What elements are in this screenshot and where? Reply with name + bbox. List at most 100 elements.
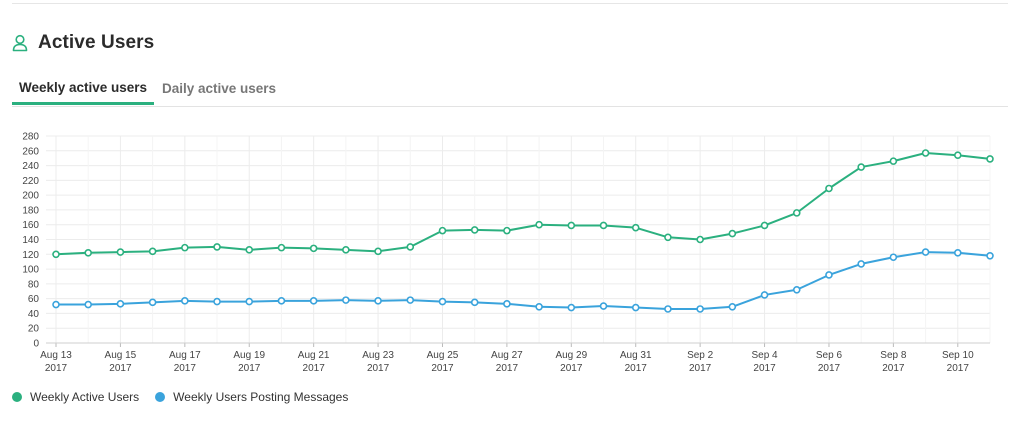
data-point <box>52 250 60 259</box>
tab-weekly-active-users[interactable]: Weekly active users <box>12 72 154 105</box>
data-point <box>181 297 189 305</box>
x-tick-label: Sep 2 <box>687 350 714 361</box>
x-tick-label: Aug 25 <box>427 350 459 361</box>
x-tick-label: 2017 <box>560 363 583 374</box>
data-point <box>535 302 543 311</box>
data-point <box>148 298 157 307</box>
legend-dot-blue <box>155 392 166 402</box>
data-point <box>664 305 672 313</box>
x-tick-label: Sep 6 <box>816 350 843 361</box>
legend-label: Weekly Users Posting Messages <box>173 390 349 404</box>
x-tick-label: 2017 <box>109 363 132 374</box>
chart-svg: 0 20 40 60 80 100 120 140 160 180 200 220 240 260 280 A… <box>22 132 994 374</box>
y-tick-label: 200 <box>22 191 39 202</box>
x-tick-label: 2017 <box>818 363 841 374</box>
x-tick-label: Aug 17 <box>169 350 201 361</box>
x-tick-label: Sep 4 <box>751 350 778 361</box>
data-point <box>825 271 833 279</box>
data-point <box>986 251 994 260</box>
x-tick-label: Sep 10 <box>942 350 974 361</box>
data-point <box>567 303 576 312</box>
y-tick-label: 120 <box>22 250 39 261</box>
data-point <box>760 221 769 230</box>
data-point <box>470 298 479 307</box>
data-point <box>309 297 318 305</box>
data-point <box>889 157 898 165</box>
data-point <box>213 243 221 251</box>
tab-daily-active-users[interactable]: Daily active users <box>161 81 277 96</box>
active-users-chart: 0 20 40 60 80 100 120 140 160 180 200 220 240 260 280 A… <box>0 122 1024 387</box>
data-point <box>374 247 382 256</box>
legend-dot-green <box>12 392 22 402</box>
legend-item-weekly-active-users[interactable]: Weekly Active Users <box>12 390 139 404</box>
data-point <box>245 297 254 306</box>
data-point <box>245 246 254 254</box>
x-tick-label: Aug 31 <box>620 350 652 361</box>
data-point <box>696 305 704 313</box>
data-point <box>52 300 60 309</box>
data-point <box>631 223 640 232</box>
y-tick-label: 140 <box>22 235 39 246</box>
x-tick-label: 2017 <box>238 363 261 374</box>
data-point <box>148 247 157 256</box>
x-tick-label: Aug 27 <box>491 350 523 361</box>
y-tick-label: 260 <box>22 146 39 157</box>
x-tick-label: 2017 <box>689 363 712 374</box>
series-line-weekly-active-users <box>55 152 991 256</box>
x-tick-label: 2017 <box>431 363 454 374</box>
data-point <box>664 233 672 242</box>
tab-bar: Weekly active users Daily active users <box>12 72 1008 107</box>
y-tick-label: 240 <box>22 161 39 172</box>
section-title: Active Users <box>38 32 155 53</box>
x-tick-label: Aug 19 <box>233 350 265 361</box>
data-point <box>406 243 415 251</box>
data-point <box>374 297 382 305</box>
data-point <box>857 163 865 171</box>
data-point <box>599 221 608 230</box>
x-tick-label: Sep 8 <box>880 350 907 361</box>
data-point <box>857 260 865 268</box>
legend-item-weekly-users-posting[interactable]: Weekly Users Posting Messages <box>155 390 348 404</box>
data-point <box>116 248 125 256</box>
data-point <box>406 296 415 304</box>
data-point <box>889 253 898 262</box>
data-point <box>342 246 350 254</box>
data-point <box>438 226 447 235</box>
data-point <box>599 302 608 310</box>
data-point <box>181 243 189 252</box>
y-tick-label: 60 <box>28 294 40 305</box>
data-point <box>792 209 801 217</box>
x-tick-label: 2017 <box>753 363 776 374</box>
data-point <box>84 300 93 309</box>
y-tick-label: 20 <box>28 324 40 335</box>
section-header: Active Users <box>12 28 154 58</box>
data-point <box>728 229 737 238</box>
data-point <box>116 300 125 308</box>
y-tick-label: 180 <box>22 205 39 216</box>
data-point <box>503 300 511 308</box>
data-point <box>696 235 704 244</box>
data-point <box>277 243 286 252</box>
series-line-weekly-users-posting <box>56 251 991 310</box>
y-tick-label: 280 <box>22 132 39 143</box>
data-point <box>535 220 543 229</box>
x-tick-label: 2017 <box>367 363 390 374</box>
data-point <box>277 297 286 305</box>
y-tick-label: 220 <box>22 176 39 187</box>
data-point <box>503 226 511 235</box>
x-tick-label: 2017 <box>625 363 648 374</box>
data-point <box>825 184 833 193</box>
x-tick-label: 2017 <box>303 363 326 374</box>
top-divider <box>12 3 1008 4</box>
y-tick-label: 100 <box>22 265 39 276</box>
x-tick-label: 2017 <box>947 363 970 374</box>
data-point <box>84 249 93 257</box>
x-tick-label: 2017 <box>45 363 68 374</box>
data-point <box>986 155 994 163</box>
data-point <box>953 249 962 257</box>
x-tick-label: Aug 29 <box>555 350 587 361</box>
y-tick-label: 0 <box>33 339 39 350</box>
legend-label: Weekly Active Users <box>30 390 140 404</box>
user-icon <box>12 34 28 52</box>
data-point <box>438 297 447 306</box>
